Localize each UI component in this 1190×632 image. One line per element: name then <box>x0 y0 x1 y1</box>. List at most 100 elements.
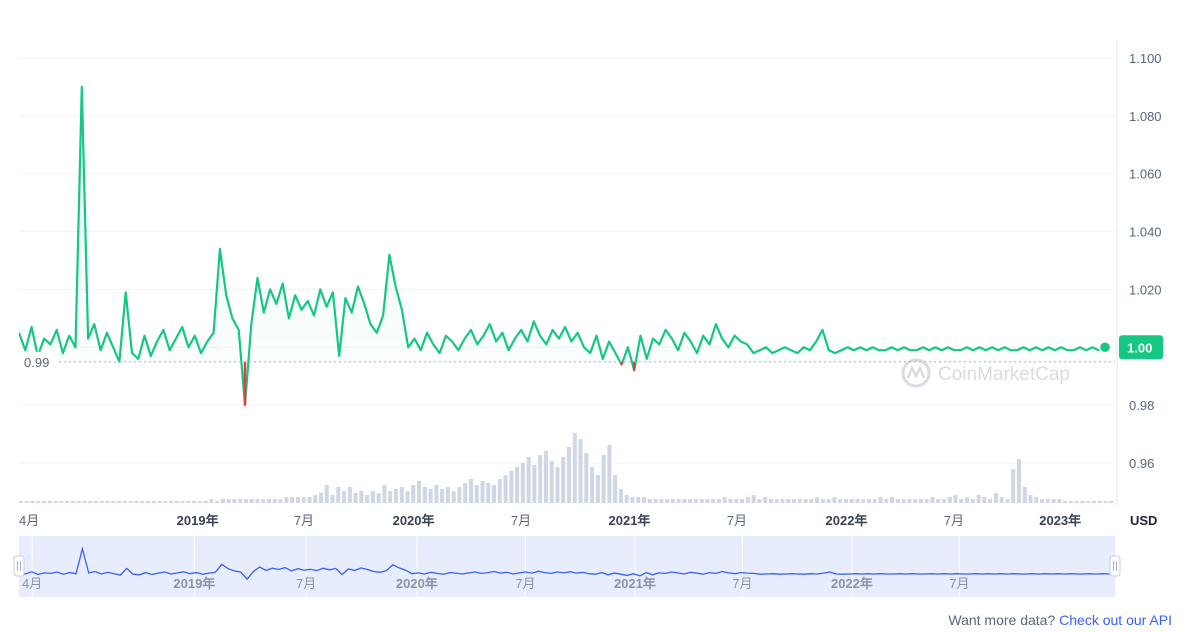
volume-bar <box>295 497 300 503</box>
volume-bar <box>215 501 220 503</box>
volume-bar <box>993 493 998 503</box>
x-tick-label: 2021年 <box>609 513 651 528</box>
volume-bar <box>1057 499 1062 503</box>
volume-bar <box>238 499 243 503</box>
volume-bar <box>884 499 889 503</box>
volume-bar <box>82 501 87 503</box>
volume-bar <box>203 501 208 503</box>
volume-bar <box>428 489 433 503</box>
volume-bar <box>411 485 416 503</box>
y-tick-label: 1.020 <box>1129 282 1162 297</box>
volume-bar <box>30 501 35 503</box>
navigator-tick-label: 7月 <box>515 576 535 591</box>
volume-bar <box>641 497 647 503</box>
x-tick-label: 4月 <box>19 513 39 528</box>
coinmarketcap-logo-icon <box>901 358 931 388</box>
y-tick-label: 1.040 <box>1129 225 1162 240</box>
volume-bar <box>417 481 422 503</box>
x-tick-label: 7月 <box>294 513 314 528</box>
volume-bar <box>163 501 168 503</box>
volume-bar <box>630 497 635 503</box>
navigator-left-handle[interactable] <box>13 555 25 577</box>
volume-bar <box>745 497 750 503</box>
volume-bar <box>572 433 577 503</box>
volume-bar <box>290 497 295 503</box>
volume-bar <box>1034 497 1039 503</box>
volume-bar <box>791 499 797 503</box>
volume-bar <box>503 475 508 503</box>
volume-bar <box>1005 499 1010 503</box>
volume-bar <box>965 497 970 503</box>
volume-bar <box>515 467 520 503</box>
volume-bar <box>53 501 58 503</box>
volume-bar <box>76 501 81 503</box>
volume-bar <box>682 499 687 503</box>
volume-bar <box>976 495 981 503</box>
volume-bar <box>157 501 162 503</box>
volume-bar <box>220 499 225 503</box>
y-tick-label: 1.060 <box>1129 167 1162 182</box>
volume-bar <box>388 491 393 503</box>
volume-bar <box>1103 501 1108 503</box>
volume-bar <box>255 499 260 503</box>
volume-bar <box>1011 469 1016 503</box>
x-tick-label: 7月 <box>944 513 964 528</box>
volume-bar <box>145 501 150 503</box>
volume-bar <box>249 499 254 503</box>
volume-bar <box>843 499 848 503</box>
volume-bar <box>307 497 312 503</box>
time-navigator[interactable]: 4月 2019年 7月 2020年 7月 2021年 7月 2022年 7月 <box>13 536 1121 597</box>
navigator-selection[interactable] <box>19 536 1115 597</box>
volume-bar <box>111 501 116 503</box>
volume-bar <box>820 499 825 503</box>
volume-bar <box>688 499 693 503</box>
volume-bar <box>872 499 877 503</box>
volume-bar <box>538 455 543 503</box>
volume-bar <box>365 495 370 503</box>
y-tick-label: 1.080 <box>1129 109 1162 124</box>
volume-bar <box>1074 501 1079 503</box>
current-price-label: 1.00 <box>1127 340 1152 355</box>
currency-unit-label: USD <box>1130 513 1157 528</box>
navigator-right-handle[interactable] <box>1109 555 1121 577</box>
volume-bar <box>492 485 497 503</box>
volume-bar <box>936 499 941 503</box>
x-tick-label: 7月 <box>511 513 531 528</box>
volume-bar <box>982 497 987 503</box>
volume-bar <box>918 499 923 503</box>
volume-bar <box>653 499 658 503</box>
volume-bar <box>192 501 197 503</box>
current-price-dot <box>1098 341 1112 354</box>
volume-bar <box>590 467 595 503</box>
x-tick-label: 2020年 <box>393 513 435 528</box>
navigator-tick-label: 7月 <box>296 576 316 591</box>
volume-bar <box>70 501 75 503</box>
volume-bar <box>786 499 791 503</box>
volume-bar <box>855 499 860 503</box>
volume-bar <box>1086 501 1091 503</box>
volume-bar <box>117 501 122 503</box>
volume-bar <box>595 475 600 503</box>
navigator-tick-label: 2021年 <box>614 576 656 591</box>
watermark-text: CoinMarketCap <box>938 364 1070 385</box>
x-axis: 4月 2019年 7月 2020年 7月 2021年 7月 2022年 7月 2023年 <box>19 513 1081 528</box>
volume-bar <box>382 485 387 503</box>
volume-bar <box>480 481 485 503</box>
volume-bar <box>780 499 785 503</box>
volume-bar <box>901 499 906 503</box>
volume-bar <box>1097 501 1102 503</box>
api-link[interactable]: Check out our API <box>1059 612 1172 628</box>
volume-bar <box>861 499 866 503</box>
volume-bar <box>445 487 450 503</box>
volume-bars <box>19 433 1114 503</box>
navigator-tick-label: 2019年 <box>173 576 215 591</box>
volume-bar <box>278 499 283 503</box>
volume-bar <box>353 493 358 503</box>
volume-bar <box>705 499 710 503</box>
volume-bar <box>601 455 606 503</box>
volume-bar <box>134 501 139 503</box>
volume-bar <box>24 501 29 503</box>
volume-bar <box>1045 499 1050 503</box>
volume-bar <box>272 499 277 503</box>
